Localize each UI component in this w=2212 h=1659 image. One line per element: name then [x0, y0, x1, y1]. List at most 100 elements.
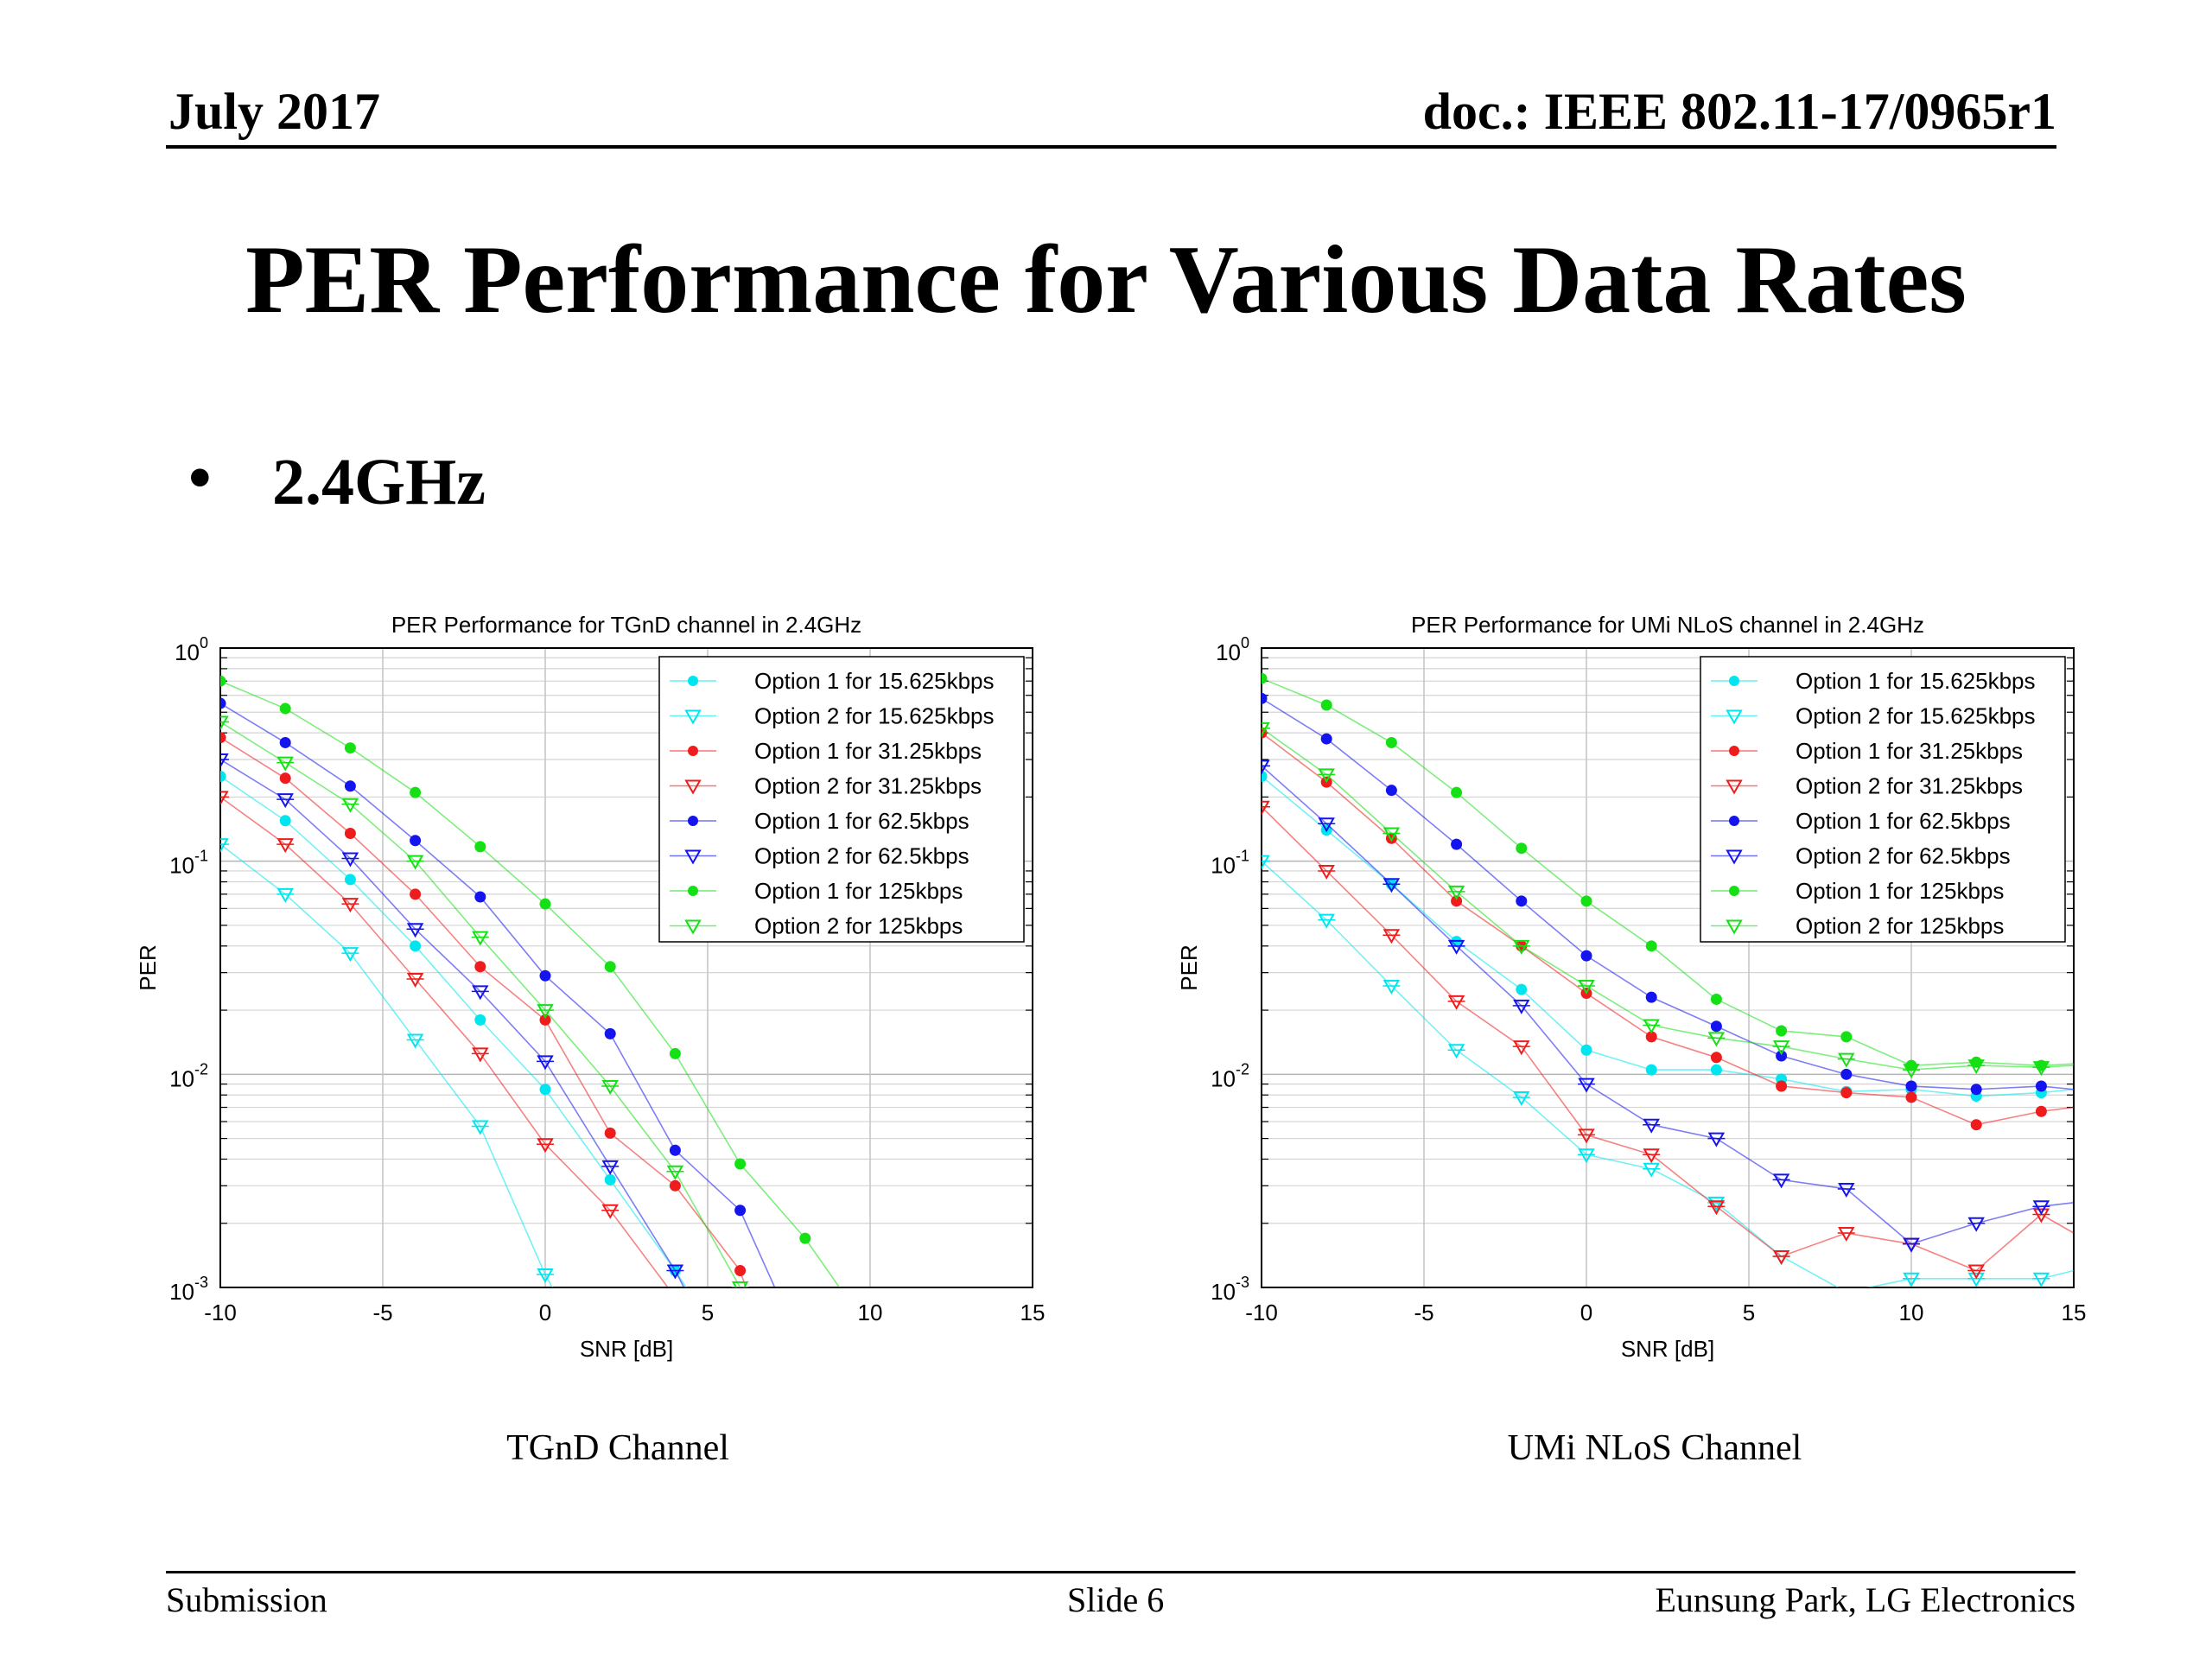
data-point — [344, 828, 356, 840]
data-point — [1451, 838, 1463, 850]
data-point — [220, 675, 226, 687]
data-point — [1513, 1090, 1530, 1106]
data-point — [1645, 940, 1657, 952]
series-line — [1262, 861, 2074, 1287]
legend-swatch-marker — [688, 816, 698, 826]
data-point — [1451, 786, 1463, 798]
data-point — [2032, 1208, 2050, 1224]
data-point — [1970, 1119, 1982, 1131]
data-point — [1645, 991, 1657, 1003]
data-point — [474, 841, 486, 853]
legend-swatch-marker — [684, 709, 702, 725]
footer-submission: Submission — [166, 1580, 327, 1619]
legend-label: Option 1 for 31.25kbps — [754, 738, 982, 764]
data-point — [220, 715, 229, 731]
data-point — [406, 973, 424, 988]
data-point — [1967, 1059, 1985, 1075]
data-point — [1710, 1052, 1722, 1064]
data-point — [1447, 995, 1465, 1010]
data-point — [2035, 1105, 2047, 1117]
y-tick-label: 100 — [1216, 634, 1249, 665]
series-line — [1262, 697, 2074, 1090]
legend-box — [658, 656, 1025, 943]
data-point — [1905, 1059, 1917, 1071]
data-point — [539, 1084, 551, 1096]
data-point — [220, 697, 226, 709]
data-point — [1905, 1080, 1917, 1092]
data-point — [1262, 855, 1270, 870]
data-point — [1382, 827, 1401, 842]
y-tick-label: 10-1 — [169, 848, 208, 879]
series-line — [1262, 677, 2074, 1066]
data-point — [666, 1264, 684, 1280]
data-point — [669, 1144, 681, 1156]
data-point — [472, 1120, 489, 1135]
series-line — [1262, 806, 2074, 1272]
data-point — [1710, 1064, 1722, 1076]
legend-swatch-marker — [1726, 779, 1743, 795]
data-point — [341, 898, 359, 913]
caption-umi-nlos: UMi NLoS Channel — [1507, 1428, 1802, 1468]
data-point — [474, 891, 486, 903]
caption-tgnd: TGnD Channel — [506, 1428, 729, 1468]
data-point — [537, 1055, 554, 1071]
x-axis-label: SNR [dB] — [580, 1336, 673, 1362]
data-point — [1838, 1052, 1855, 1068]
legend-label: Option 2 for 15.625kbps — [1796, 703, 2036, 729]
legend-swatch-marker — [684, 779, 702, 795]
legend-swatch-marker — [684, 849, 702, 865]
data-point — [1903, 1064, 1920, 1079]
legend-label: Option 1 for 15.625kbps — [1796, 668, 2036, 694]
data-point — [1320, 699, 1332, 711]
data-point — [604, 1173, 616, 1185]
data-point — [406, 855, 424, 870]
data-point — [2032, 1061, 2050, 1077]
legend-label: Option 2 for 125kbps — [1796, 913, 2004, 939]
header-doc-id: doc.: IEEE 802.11-17/0965r1 — [1422, 83, 2056, 140]
data-point — [472, 931, 489, 946]
legend-swatch-marker — [688, 746, 698, 756]
y-tick-label: 10-3 — [169, 1274, 208, 1305]
x-tick-label: 15 — [1020, 1300, 1046, 1325]
data-point — [472, 1047, 489, 1063]
data-point — [344, 742, 356, 754]
data-point — [1578, 1148, 1595, 1164]
footer-rule — [166, 1571, 2075, 1573]
data-point — [1447, 1044, 1465, 1059]
data-point — [1513, 1040, 1530, 1056]
data-point — [1513, 939, 1530, 955]
legend-swatch-marker — [684, 919, 702, 935]
x-tick-label: 5 — [702, 1300, 714, 1325]
data-point — [1318, 864, 1335, 880]
data-point — [1645, 1031, 1657, 1043]
data-point — [220, 838, 229, 854]
data-point — [1643, 1019, 1660, 1034]
chart-title: PER Performance for UMi NLoS channel in … — [1411, 612, 1924, 638]
legend: Option 1 for 15.625kbps Option 2 for 15.6… — [658, 656, 1025, 943]
series-group — [1262, 672, 2074, 1287]
series-line — [220, 702, 776, 1287]
data-point — [2032, 1200, 2050, 1216]
legend-label: Option 2 for 31.25kbps — [1796, 773, 2023, 799]
x-tick-label: -5 — [372, 1300, 392, 1325]
legend-label: Option 1 for 62.5kbps — [1796, 808, 2011, 834]
data-point — [1447, 939, 1465, 955]
x-axis-label: SNR [dB] — [1621, 1336, 1714, 1362]
data-point — [669, 1179, 681, 1192]
data-point — [1382, 929, 1401, 944]
data-point — [1262, 721, 1270, 737]
legend-label: Option 2 for 125kbps — [754, 913, 963, 939]
y-tick-label: 10-2 — [1211, 1060, 1249, 1091]
data-point — [1707, 1032, 1726, 1047]
axes-box — [219, 647, 1033, 1288]
data-point — [1516, 895, 1528, 907]
x-tick-label: 0 — [539, 1300, 551, 1325]
data-point — [276, 756, 294, 772]
bullet-marker: • — [188, 442, 212, 514]
data-point — [1318, 768, 1335, 784]
data-point — [604, 1127, 616, 1139]
data-point — [1580, 895, 1592, 907]
x-tick-label: 0 — [1580, 1300, 1592, 1325]
data-point — [1385, 736, 1397, 748]
legend-label: Option 1 for 31.25kbps — [1796, 738, 2023, 764]
